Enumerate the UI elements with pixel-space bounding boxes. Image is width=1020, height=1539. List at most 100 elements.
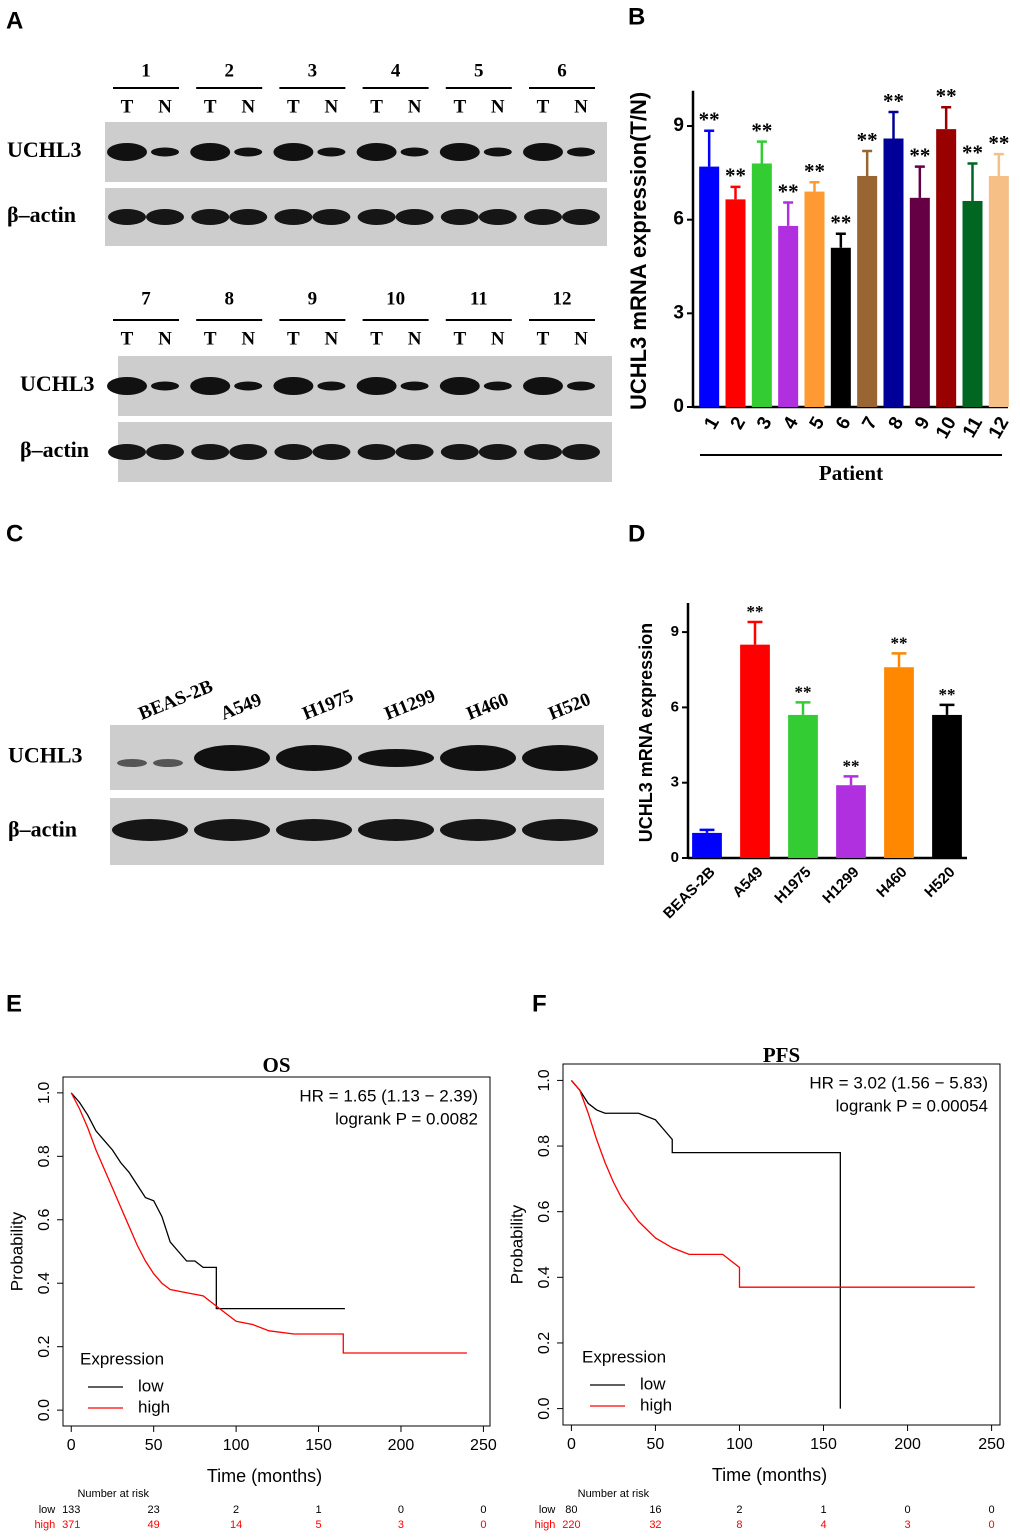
- blot-band: [478, 444, 517, 460]
- significance: **: [909, 143, 930, 167]
- blot-band: [194, 819, 270, 841]
- significance: **: [988, 131, 1009, 155]
- risk-table-title: Number at risk: [578, 1488, 650, 1500]
- x-tick-label: H1975: [771, 864, 814, 907]
- risk-count: 3: [904, 1519, 910, 1531]
- blot-band: [439, 143, 480, 161]
- lane-sub-label: T: [453, 96, 466, 117]
- blot-band: [151, 381, 179, 391]
- risk-row-name: high: [34, 1519, 55, 1531]
- risk-count: 32: [649, 1519, 661, 1531]
- blot-band: [400, 147, 429, 157]
- blot-band: [273, 143, 314, 161]
- lane-sub-label: T: [204, 96, 217, 117]
- x-tick-label: 9: [911, 414, 934, 434]
- risk-count: 0: [989, 1519, 995, 1531]
- blot-row-label: UCHL3: [8, 743, 83, 768]
- lane-number: 3: [308, 60, 318, 81]
- x-tick-label: 150: [810, 1436, 837, 1453]
- blot-band: [356, 143, 397, 161]
- lane-label: BEAS-2B: [136, 676, 217, 725]
- x-tick-label: 150: [305, 1437, 332, 1454]
- blot-band: [524, 209, 562, 225]
- lane-number: 11: [470, 288, 488, 309]
- blot-band: [395, 444, 434, 460]
- x-tick-label: 250: [470, 1437, 497, 1454]
- blot-band: [395, 209, 434, 225]
- y-tick-label: 1.0: [536, 1069, 553, 1091]
- risk-count: 0: [989, 1504, 995, 1516]
- bar: [788, 714, 818, 858]
- blot-strip: [110, 798, 604, 865]
- legend-label: high: [138, 1397, 170, 1416]
- error-bar: [747, 620, 763, 645]
- error-bar: [783, 201, 794, 226]
- bar: [699, 166, 720, 407]
- lane-sub-label: N: [241, 96, 255, 117]
- risk-row-name: high: [535, 1519, 556, 1531]
- blot-band: [317, 381, 346, 391]
- lane-number: 8: [224, 288, 234, 309]
- blot-band: [107, 377, 147, 395]
- significance: **: [857, 128, 878, 152]
- blot-band: [440, 819, 516, 841]
- survival-curve: [570, 1079, 841, 1409]
- bar: [962, 200, 983, 407]
- chart-title: OS: [262, 1053, 290, 1077]
- lane-label: H1975: [300, 685, 357, 724]
- blot-band: [234, 381, 263, 391]
- y-tick-label: 0.0: [36, 1399, 53, 1421]
- x-tick-label: 12: [985, 414, 1014, 443]
- risk-row-name: low: [539, 1504, 556, 1516]
- x-tick-label: 200: [388, 1437, 415, 1454]
- bar: [883, 138, 904, 407]
- blot-band: [356, 377, 397, 395]
- y-tick-label: 3: [671, 774, 679, 791]
- significance: **: [725, 164, 746, 188]
- lane-sub-label: T: [537, 328, 550, 349]
- significance: **: [778, 179, 799, 203]
- y-tick-label: 0.0: [536, 1397, 553, 1419]
- blot-band: [524, 444, 562, 460]
- annotation: HR = 3.02 (1.56 − 5.83): [809, 1073, 988, 1092]
- error-bar: [914, 165, 925, 198]
- blot-band: [146, 444, 184, 460]
- x-tick-label: A549: [729, 864, 766, 901]
- blot-band: [439, 377, 480, 395]
- lane-label: H520: [546, 689, 594, 725]
- blot-band: [107, 143, 147, 161]
- blot-band: [478, 209, 517, 225]
- panel-label: D: [628, 520, 645, 547]
- blot-band: [108, 209, 146, 225]
- lane-number: 6: [557, 60, 567, 81]
- risk-count: 0: [398, 1504, 404, 1516]
- lane-sub-label: N: [408, 96, 422, 117]
- lane-number: 12: [553, 288, 572, 309]
- blot-band: [358, 819, 434, 841]
- blot-band: [357, 209, 396, 225]
- risk-count: 371: [62, 1519, 80, 1531]
- significance: **: [747, 602, 764, 621]
- blot-band: [567, 147, 595, 157]
- risk-count: 2: [233, 1504, 239, 1516]
- blot-band: [562, 209, 600, 225]
- blot-strip: [110, 725, 604, 790]
- error-bar: [941, 106, 952, 130]
- bar: [778, 225, 799, 407]
- lane-number: 9: [308, 288, 318, 309]
- x-tick-label: 0: [567, 1436, 576, 1453]
- lane-sub-label: N: [241, 328, 255, 349]
- x-tick-label: 6: [832, 414, 855, 434]
- y-tick-label: 0.4: [36, 1272, 53, 1294]
- lane-number: 1: [141, 60, 151, 81]
- bar: [932, 714, 962, 858]
- error-bar: [967, 162, 978, 201]
- x-axis-label: Time (months): [712, 1465, 827, 1485]
- blot-band: [274, 209, 313, 225]
- y-tick-label: 0.2: [536, 1332, 553, 1354]
- chart-title: PFS: [763, 1043, 800, 1067]
- error-bar: [704, 129, 715, 167]
- risk-count: 80: [565, 1504, 577, 1516]
- panel-label: A: [6, 7, 23, 34]
- x-axis-label: Time (months): [207, 1466, 322, 1486]
